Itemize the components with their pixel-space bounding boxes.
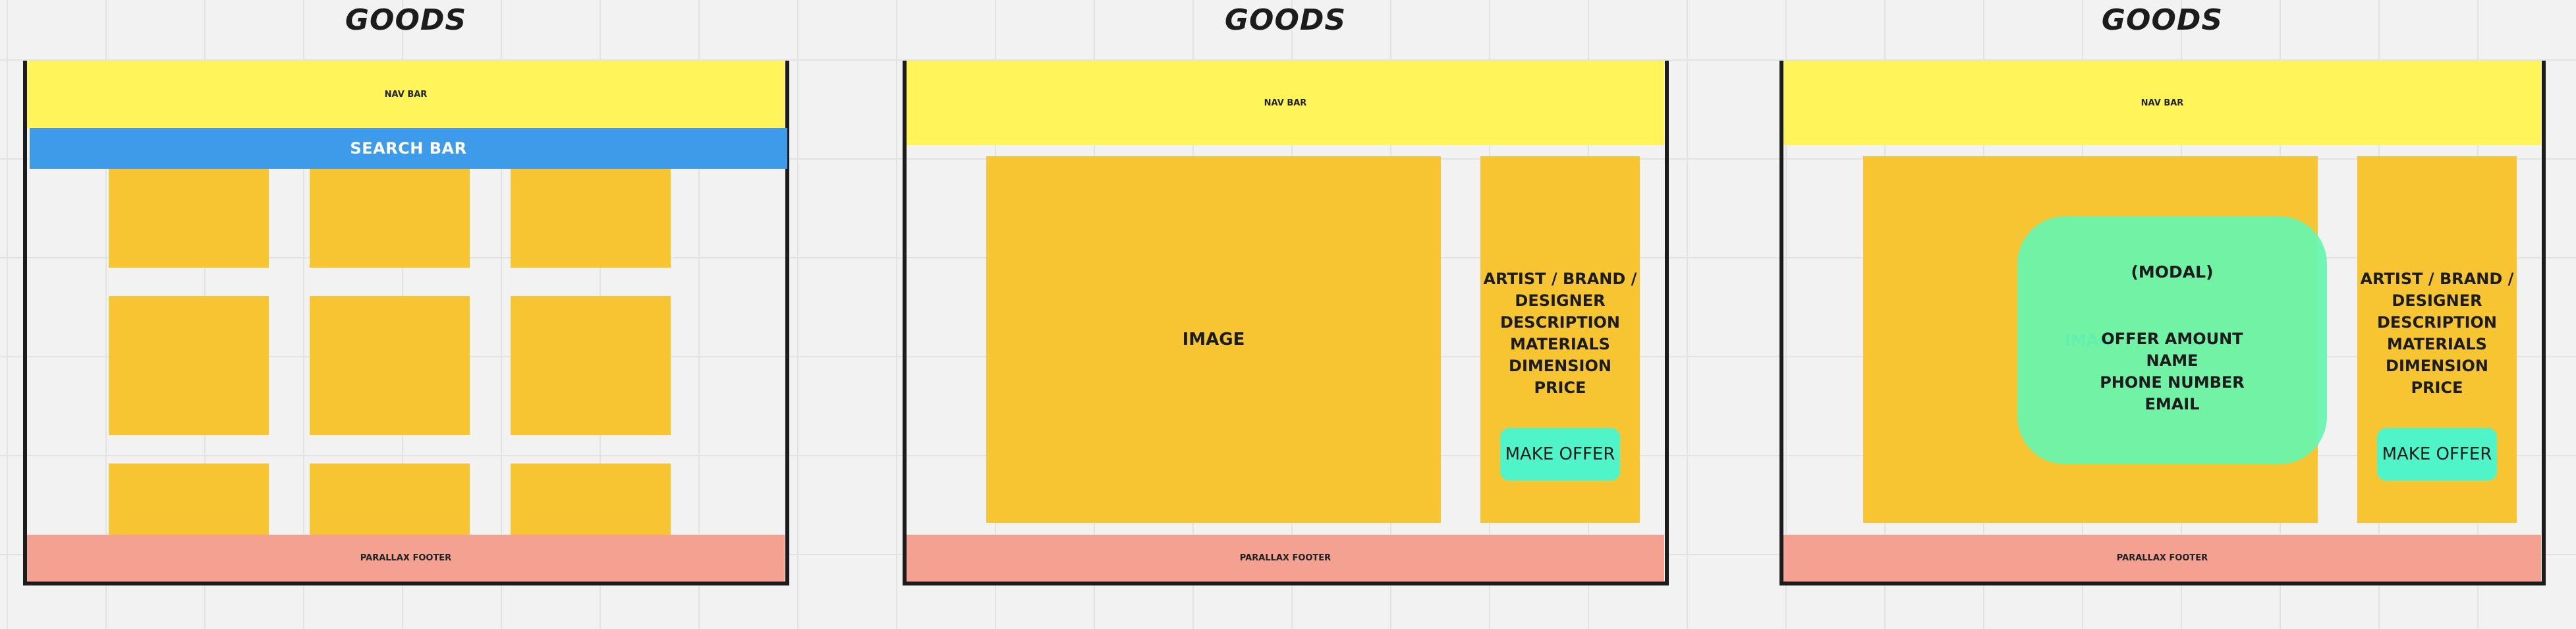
frame-3-title: GOODS xyxy=(2101,3,2224,37)
detail-line: ARTIST / BRAND / xyxy=(2360,270,2514,288)
nav-bar-label: NAV BAR xyxy=(2141,98,2184,108)
wireframe-listing xyxy=(23,61,789,585)
offer-modal[interactable]: (MODAL) OFFER AMOUNT NAME PHONE NUMBER E… xyxy=(2017,216,2327,464)
footer-label: PARALLAX FOOTER xyxy=(360,553,452,563)
wireframe-product-detail xyxy=(903,61,1669,585)
product-tile[interactable] xyxy=(310,296,470,435)
modal-title: (MODAL) xyxy=(2131,262,2214,282)
footer-label: PARALLAX FOOTER xyxy=(1239,553,1331,563)
footer-label: PARALLAX FOOTER xyxy=(2116,553,2208,563)
product-tile[interactable] xyxy=(511,169,671,268)
parallax-footer: PARALLAX FOOTER xyxy=(907,535,1664,582)
modal-field-offer-amount[interactable]: OFFER AMOUNT xyxy=(2101,330,2243,348)
make-offer-button[interactable]: MAKE OFFER xyxy=(1500,428,1620,481)
detail-line: DESCRIPTION xyxy=(1499,313,1620,332)
product-tile[interactable] xyxy=(310,464,470,535)
search-bar-label: SEARCH BAR xyxy=(350,139,467,158)
detail-line: PRICE xyxy=(2411,378,2463,397)
detail-line: DESCRIPTION xyxy=(2376,313,2497,332)
make-offer-button[interactable]: MAKE OFFER xyxy=(2377,428,2497,481)
make-offer-label: MAKE OFFER xyxy=(2382,444,2492,464)
product-tile[interactable] xyxy=(310,169,470,268)
detail-line: MATERIALS xyxy=(2387,335,2487,353)
product-details: ARTIST / BRAND / DESIGNER DESCRIPTION MA… xyxy=(2357,268,2517,399)
nav-bar-label: NAV BAR xyxy=(384,89,428,100)
modal-field-name[interactable]: NAME xyxy=(2146,351,2198,370)
nav-bar[interactable]: NAV BAR xyxy=(907,61,1664,145)
frame-1-title: GOODS xyxy=(345,3,467,37)
parallax-footer: PARALLAX FOOTER xyxy=(1783,535,2541,582)
nav-bar[interactable]: NAV BAR xyxy=(27,61,785,128)
parallax-footer: PARALLAX FOOTER xyxy=(27,535,785,582)
detail-line: ARTIST / BRAND / xyxy=(1483,270,1637,288)
product-tile[interactable] xyxy=(511,464,671,535)
detail-line: MATERIALS xyxy=(1510,335,1610,353)
modal-field-email[interactable]: EMAIL xyxy=(2144,395,2200,413)
frame-2-title: GOODS xyxy=(1224,3,1347,37)
nav-bar-label: NAV BAR xyxy=(1264,98,1307,108)
product-tile[interactable] xyxy=(109,169,269,268)
modal-field-phone-number[interactable]: PHONE NUMBER xyxy=(2100,373,2245,392)
product-info-panel: ARTIST / BRAND / DESIGNER DESCRIPTION MA… xyxy=(2357,156,2517,523)
product-tile[interactable] xyxy=(511,296,671,435)
detail-line: PRICE xyxy=(1534,378,1586,397)
search-bar[interactable]: SEARCH BAR xyxy=(30,128,787,169)
detail-line: DESIGNER xyxy=(1515,291,1606,310)
product-details: ARTIST / BRAND / DESIGNER DESCRIPTION MA… xyxy=(1480,268,1640,399)
detail-line: DESIGNER xyxy=(2392,291,2482,310)
nav-bar[interactable]: NAV BAR xyxy=(1783,61,2541,145)
make-offer-label: MAKE OFFER xyxy=(1505,444,1615,464)
product-tile[interactable] xyxy=(109,296,269,435)
detail-line: DIMENSION xyxy=(1509,357,1611,375)
product-tile[interactable] xyxy=(109,464,269,535)
modal-fields: OFFER AMOUNT NAME PHONE NUMBER EMAIL xyxy=(2017,328,2327,415)
image-label: IMAGE xyxy=(1182,330,1245,349)
detail-line: DIMENSION xyxy=(2386,357,2488,375)
wireframe-offer-modal xyxy=(1779,61,2546,585)
product-info-panel: ARTIST / BRAND / DESIGNER DESCRIPTION MA… xyxy=(1480,156,1640,523)
product-image: IMAGE xyxy=(986,156,1441,523)
